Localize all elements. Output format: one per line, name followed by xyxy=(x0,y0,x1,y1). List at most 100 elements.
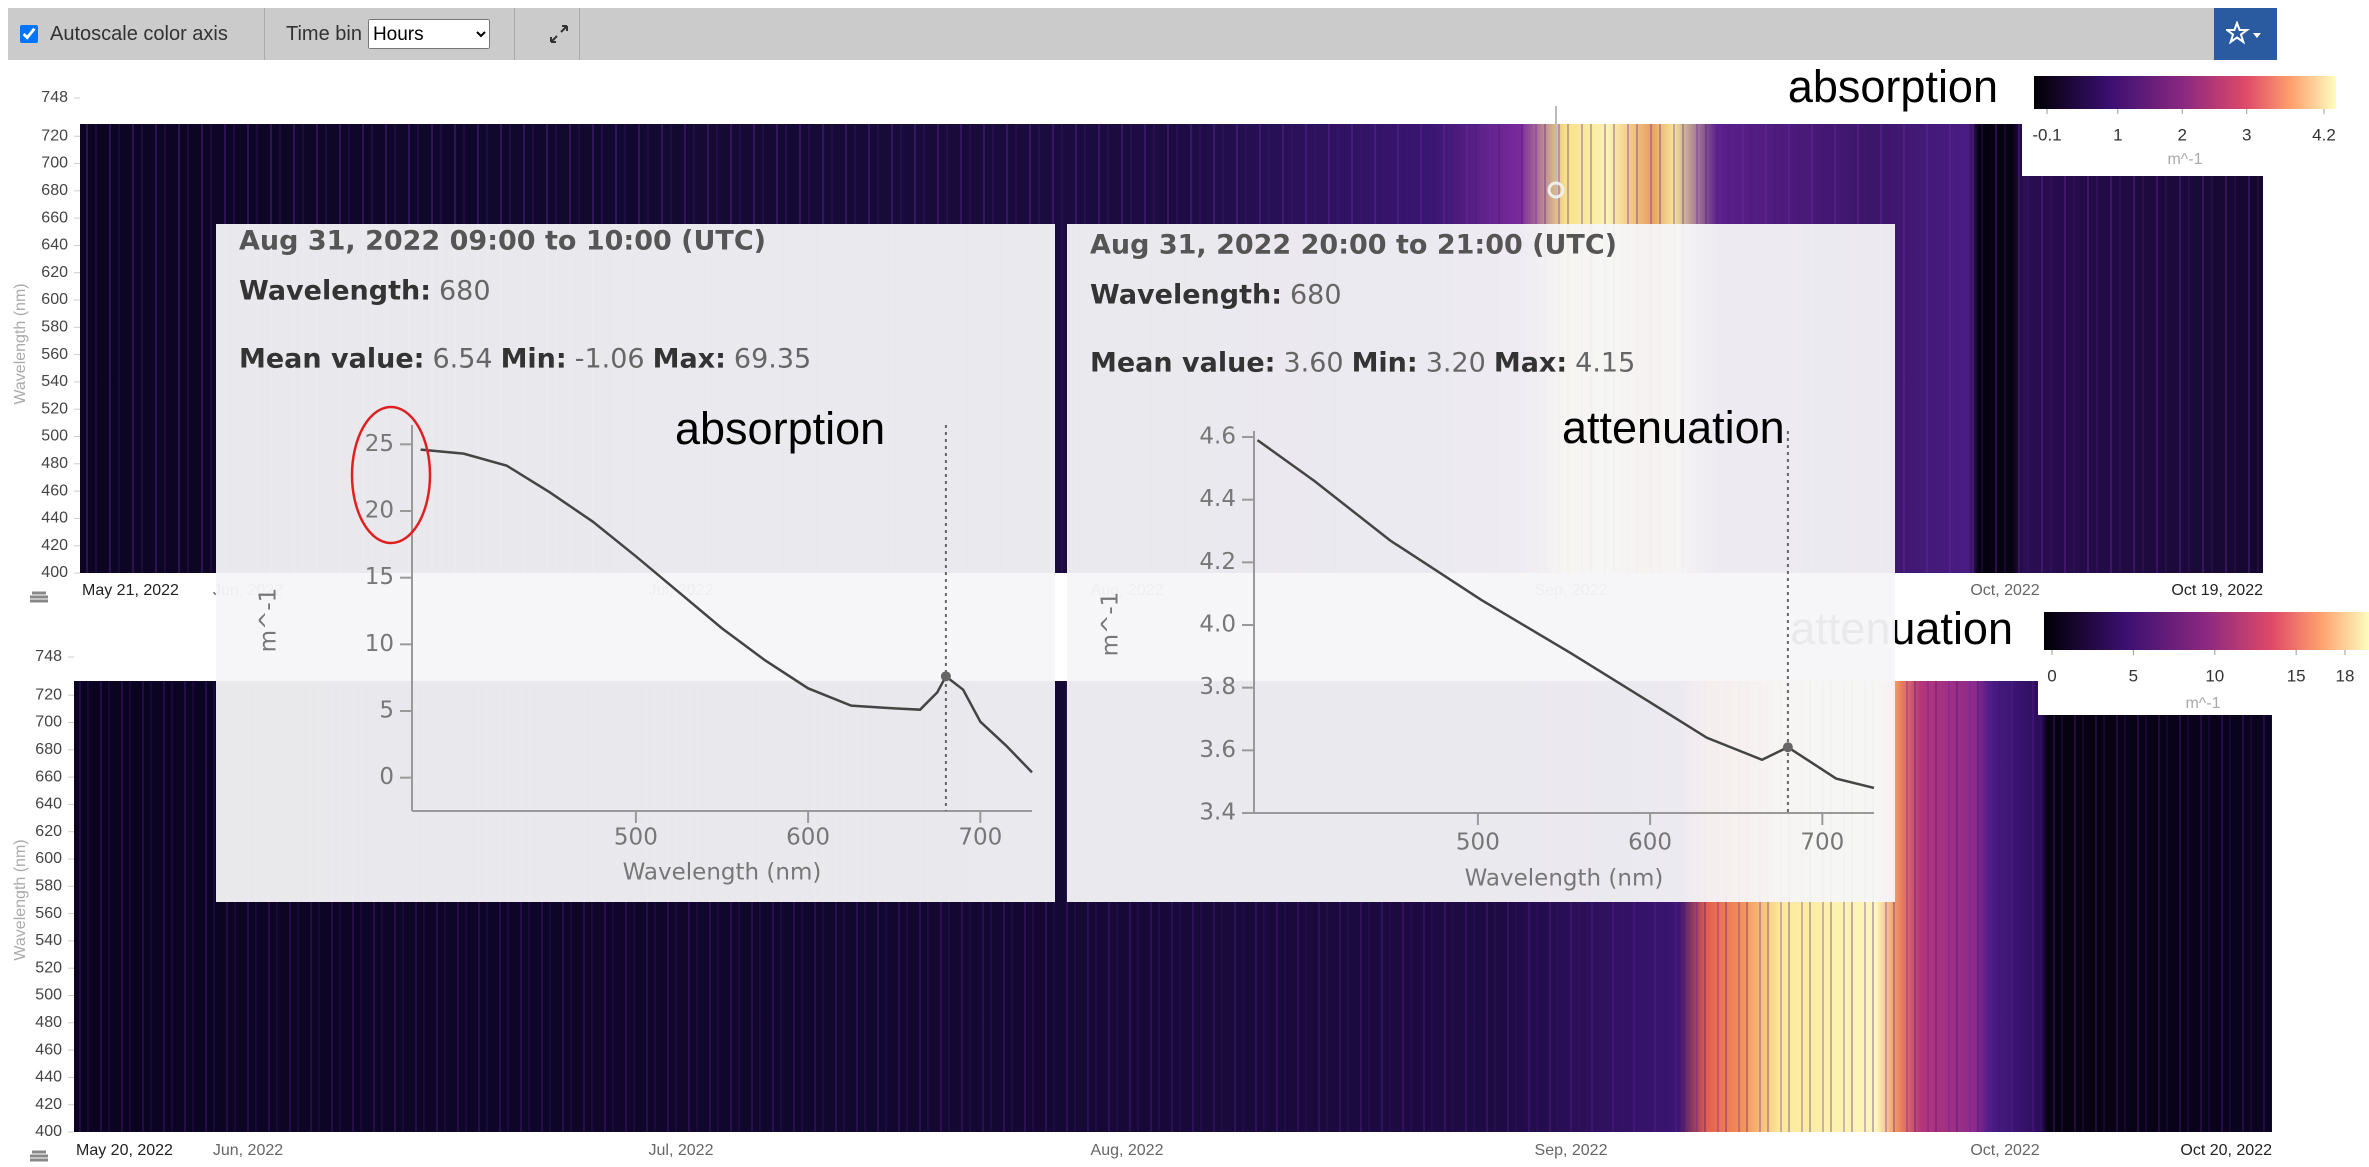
y-tick-label: 640 xyxy=(35,796,62,813)
autoscale-label: Autoscale color axis xyxy=(50,22,228,45)
colorbar-tick-label: 1 xyxy=(2113,125,2122,144)
y-tick-label: 3.4 xyxy=(1199,800,1236,826)
y-axis-title: m^-1 xyxy=(1098,592,1124,657)
x-tick-label: Aug, 2022 xyxy=(1091,1142,1164,1159)
y-axis-title: Wavelength (nm) xyxy=(12,839,29,960)
y-tick-label: 20 xyxy=(365,498,394,524)
x-tick-label: Oct 19, 2022 xyxy=(2171,582,2263,599)
y-tick-label: 600 xyxy=(41,291,68,308)
field-value: -1.06 xyxy=(575,344,645,375)
x-tick-label: Sep, 2022 xyxy=(1535,1142,1608,1159)
field-value: 680 xyxy=(439,276,491,307)
colorbar xyxy=(2044,612,2369,650)
y-tick-label: 460 xyxy=(41,482,68,499)
y-tick-label: 720 xyxy=(41,127,68,144)
y-tick-label: 580 xyxy=(35,878,62,895)
field-label: Max: xyxy=(653,344,726,375)
y-tick-label: 480 xyxy=(35,1014,62,1031)
y-tick-label: 500 xyxy=(35,987,62,1004)
y-tick-label: 720 xyxy=(35,686,62,703)
y-tick-label: 680 xyxy=(41,182,68,199)
y-tick-label: 520 xyxy=(35,959,62,976)
autoscale-checkbox[interactable] xyxy=(20,25,38,43)
expand-icon xyxy=(550,25,568,43)
y-tick-label: 480 xyxy=(41,455,68,472)
y-tick-label: 15 xyxy=(365,564,394,590)
y-tick-label: 440 xyxy=(35,1069,62,1086)
colorbar-tick-label: -0.1 xyxy=(2032,125,2061,144)
tooltip-title: Aug 31, 2022 20:00 to 21:00 (UTC) xyxy=(1090,230,1617,261)
y-tick-label: 10 xyxy=(365,631,394,657)
y-tick-label: 420 xyxy=(41,537,68,554)
reset-icon xyxy=(30,1150,48,1162)
colorbar-background xyxy=(2038,651,2369,715)
y-tick-label: 460 xyxy=(35,1041,62,1058)
x-tick-label: Jun, 2022 xyxy=(213,1142,283,1159)
time-bin-label: Time bin xyxy=(286,22,362,45)
y-tick-label: 500 xyxy=(41,428,68,445)
x-axis-title: Wavelength (nm) xyxy=(1465,866,1664,892)
reset-icon xyxy=(30,591,48,603)
field-label: Min: xyxy=(501,344,567,375)
x-tick-label: Oct, 2022 xyxy=(1970,582,2039,599)
tooltip-panel xyxy=(216,224,1055,902)
y-tick-label: 700 xyxy=(41,155,68,172)
colorbar-tick-label: 3 xyxy=(2242,125,2251,144)
x-tick-label: 700 xyxy=(1800,830,1844,856)
colorbar-title: absorption xyxy=(1788,61,1998,112)
y-tick-label: 420 xyxy=(35,1096,62,1113)
y-tick-label: 660 xyxy=(41,209,68,226)
y-tick-label: 620 xyxy=(35,823,62,840)
y-tick-label: 560 xyxy=(41,346,68,363)
autoscale-option: Autoscale color axis xyxy=(20,8,228,60)
x-axis-title: Wavelength (nm) xyxy=(623,860,822,886)
expand-button[interactable] xyxy=(538,8,580,60)
y-tick-label: 540 xyxy=(41,373,68,390)
annotation: absorption xyxy=(675,403,885,454)
y-tick-label: 400 xyxy=(41,564,68,581)
colorbar-background xyxy=(2022,110,2340,176)
y-tick-label: 580 xyxy=(41,319,68,336)
x-tick-label: 700 xyxy=(958,825,1002,851)
crosshair-point xyxy=(1547,181,1565,199)
separator xyxy=(579,8,580,60)
spectrum-line xyxy=(1256,439,1875,790)
spectrum-line xyxy=(420,448,1033,774)
field-label: Max: xyxy=(1494,348,1567,379)
y-tick-label: 700 xyxy=(35,714,62,731)
y-tick-label: 0 xyxy=(379,764,394,790)
field-value: 69.35 xyxy=(734,344,811,375)
field-label: Wavelength: xyxy=(1090,280,1282,311)
y-tick-label: 620 xyxy=(41,264,68,281)
y-tick-label: 640 xyxy=(41,237,68,254)
field-value: 3.20 xyxy=(1426,348,1486,379)
time-bin: Time bin Hours xyxy=(286,8,490,60)
x-tick-label: May 21, 2022 xyxy=(82,582,179,599)
selected-point xyxy=(940,671,951,682)
time-bin-select[interactable]: Hours xyxy=(367,19,490,49)
x-tick-label: 500 xyxy=(1456,830,1500,856)
field-value: 680 xyxy=(1290,280,1342,311)
field-value: 4.15 xyxy=(1575,348,1635,379)
x-tick-label: 500 xyxy=(614,825,658,851)
colorbar-tick-label: 0 xyxy=(2047,666,2056,685)
field-value: 3.60 xyxy=(1283,348,1343,379)
field-label: Mean value: xyxy=(239,344,424,375)
colorbar-tick-label: 15 xyxy=(2287,666,2306,685)
colorbar-tick-label: 2 xyxy=(2178,125,2187,144)
tooltip-title: Aug 31, 2022 09:00 to 10:00 (UTC) xyxy=(239,226,766,257)
colorbar-tick-label: 4.2 xyxy=(2312,125,2336,144)
x-tick-label: Oct 20, 2022 xyxy=(2180,1142,2272,1159)
star-icon xyxy=(2225,21,2261,45)
field-label: Wavelength: xyxy=(239,276,431,307)
y-tick-label: 3.8 xyxy=(1199,674,1236,700)
favorite-button[interactable] xyxy=(2214,8,2277,60)
x-tick-label: May 20, 2022 xyxy=(76,1142,173,1159)
highlight-circle xyxy=(350,405,432,545)
field-value: 6.54 xyxy=(432,344,492,375)
y-axis-title: m^-1 xyxy=(256,588,282,653)
y-tick-label: 4.4 xyxy=(1199,486,1236,512)
y-tick-label: 600 xyxy=(35,850,62,867)
